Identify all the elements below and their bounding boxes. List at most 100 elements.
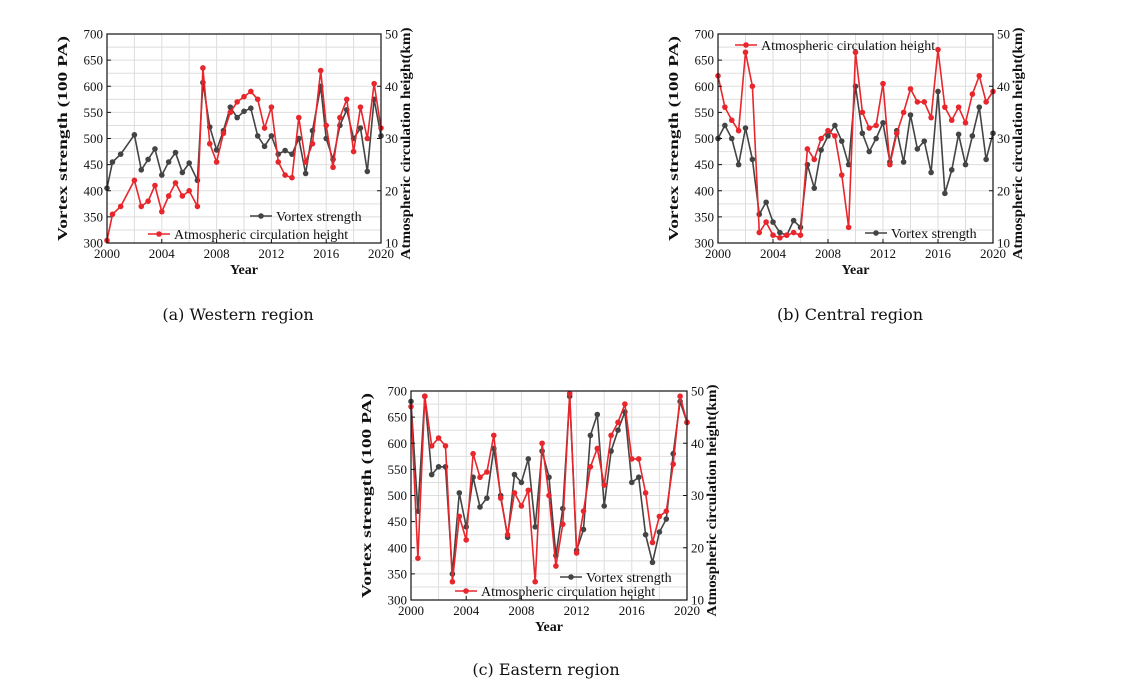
y-right-tick-label: 20 [997,183,1010,198]
y-left-tick-label: 400 [388,540,408,555]
data-point-circulation-height [797,232,804,238]
data-point-vortex-strength [983,156,989,163]
data-point-circulation-height [677,393,683,400]
data-point-vortex-strength [546,474,552,481]
data-point-vortex-strength [770,219,776,225]
data-point-circulation-height [234,99,240,105]
y-left-tick-label: 300 [388,593,408,608]
data-point-vortex-strength [587,432,594,439]
data-point-vortex-strength [456,490,463,496]
y-right-tick-label: 40 [997,79,1010,94]
data-point-circulation-height [560,521,566,528]
data-point-circulation-height [261,125,268,131]
data-point-circulation-height [456,513,463,520]
data-point-vortex-strength [955,131,962,138]
y-right-tick-label: 40 [385,79,398,94]
data-point-vortex-strength [825,133,831,139]
data-point-vortex-strength [969,133,976,139]
data-point-circulation-height [546,492,552,499]
data-point-circulation-height [254,96,261,103]
data-point-circulation-height [241,93,247,100]
x-tick-label: 2020 [980,246,1006,261]
data-point-circulation-height [893,130,900,137]
data-point-circulation-height [186,187,192,194]
data-point-vortex-strength [649,559,656,566]
x-axis-label: Year [230,263,258,278]
data-point-circulation-height [200,65,206,71]
data-point-circulation-height [330,164,336,171]
chart-panel-1: 2000 2004 2008 2012 2016 2020 300 350 400 450 500 5… [56,27,414,325]
data-point-vortex-strength [227,104,234,110]
data-point-vortex-strength [364,168,371,175]
y-right-tick-label: 50 [997,27,1010,42]
data-point-circulation-height [309,140,316,147]
data-point-vortex-strength [845,161,852,168]
data-point-circulation-height [213,159,220,165]
data-point-circulation-height [357,104,364,110]
data-point-vortex-strength [742,125,749,131]
data-point-vortex-strength [289,151,295,157]
y-left-tick-label: 550 [695,105,715,120]
x-axis-label: Year [535,620,563,635]
data-point-vortex-strength [728,135,735,142]
chart-panel-3: 2000 2004 2008 2012 2016 2020 300 350 400 450 500 5… [360,384,720,680]
y-right-axis-label: Atmospheric circulation height(km) [705,384,720,616]
data-point-vortex-strength [261,143,268,150]
y-left-tick-label: 450 [695,157,715,172]
data-point-circulation-height [928,114,934,121]
y-left-tick-label: 550 [388,462,408,477]
data-point-circulation-height [594,445,601,452]
y-left-axis-label: Vortex strength (100 PA) [667,36,682,241]
y-left-tick-label: 350 [695,209,715,224]
data-point-circulation-height [735,127,742,134]
x-tick-label: 2000 [705,246,731,261]
legend-marker [743,42,749,48]
data-point-circulation-height [728,117,735,124]
data-point-vortex-strength [477,504,483,510]
data-point-circulation-height [268,104,275,110]
series-line-circulation-height [106,67,382,241]
y-right-axis-label: Atmospheric circulation height(km) [399,27,414,259]
data-point-circulation-height [539,440,545,447]
data-point-circulation-height [783,232,790,238]
data-point-circulation-height [601,482,607,488]
data-point-circulation-height [845,224,852,231]
data-point-vortex-strength [357,125,364,131]
data-point-vortex-strength [580,526,587,533]
data-point-vortex-strength [832,122,838,129]
data-point-vortex-strength [532,524,538,530]
legend-marker [156,231,162,237]
x-tick-label: 2016 [619,603,646,618]
data-point-circulation-height [282,172,288,178]
data-point-circulation-height [873,122,879,129]
data-point-vortex-strength [818,147,824,153]
data-point-circulation-height [859,109,866,116]
data-point-circulation-height [608,432,614,439]
data-point-vortex-strength [435,463,442,470]
y-left-tick-label: 700 [84,27,104,42]
data-point-circulation-height [364,135,371,142]
x-tick-label: 2004 [149,246,176,261]
data-point-circulation-height [302,159,309,165]
y-left-tick-label: 500 [388,488,408,503]
data-point-circulation-height [880,80,886,87]
data-point-circulation-height [343,96,350,103]
data-point-circulation-height [722,104,728,110]
legend-label: Vortex strength [276,210,362,225]
data-point-vortex-strength [241,108,247,115]
y-left-tick-label: 650 [695,53,715,68]
data-point-circulation-height [477,474,483,481]
data-point-vortex-strength [976,104,983,110]
y-left-tick-label: 700 [695,27,715,42]
data-point-circulation-height [955,104,962,110]
legend-label: Vortex strength [891,227,977,242]
data-point-circulation-height [907,86,914,92]
data-point-circulation-height [449,578,456,585]
data-point-vortex-strength [601,503,607,509]
y-left-tick-label: 350 [84,209,104,224]
y-left-tick-label: 450 [388,514,408,529]
data-point-vortex-strength [948,167,955,173]
data-point-circulation-height [656,513,663,520]
data-point-vortex-strength [484,495,490,501]
data-point-vortex-strength [900,159,907,165]
